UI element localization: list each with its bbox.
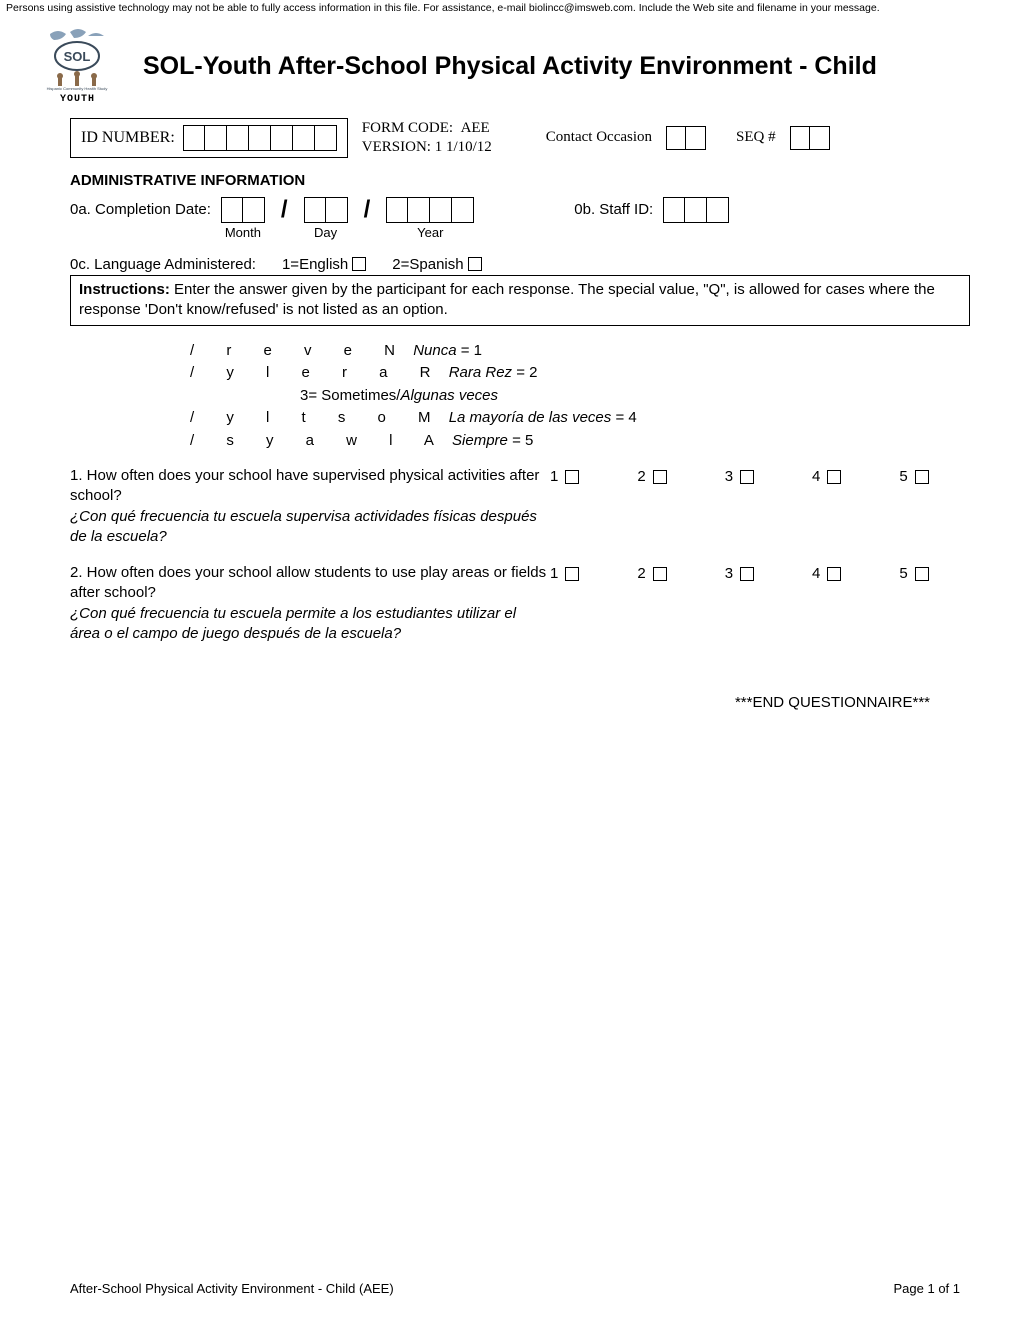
option-5[interactable]: 5 xyxy=(899,565,928,582)
end-questionnaire: ***END QUESTIONNAIRE*** xyxy=(70,694,970,711)
month-input[interactable]: Month xyxy=(221,197,265,240)
instructions-bold: Instructions: xyxy=(79,281,170,298)
year-label: Year xyxy=(417,225,443,240)
id-number-label: ID NUMBER: xyxy=(81,129,175,147)
admin-header: ADMINISTRATIVE INFORMATION xyxy=(70,172,970,189)
header: SOL Hispanic Community Health Study YOUT… xyxy=(30,26,990,106)
page-footer: After-School Physical Activity Environme… xyxy=(0,1281,1020,1296)
question-text: 1. How often does your school have super… xyxy=(70,466,550,547)
question-row: 1. How often does your school have super… xyxy=(70,466,970,547)
logo-caption: YOUTH xyxy=(30,94,125,105)
checkbox-icon xyxy=(740,567,754,581)
contact-occasion-input[interactable] xyxy=(666,126,706,150)
checkbox-icon xyxy=(740,470,754,484)
response-scale-legend: / r e v e N Nunca = 1 / y l e r a R Rara… xyxy=(190,340,970,453)
lang-spanish-option[interactable]: 2=Spanish xyxy=(392,256,481,273)
completion-date-label: 0a. Completion Date: xyxy=(70,197,211,218)
checkbox-icon xyxy=(653,470,667,484)
date-slash: / xyxy=(275,197,294,223)
option-4[interactable]: 4 xyxy=(812,468,841,485)
checkbox-icon xyxy=(653,567,667,581)
seq-input[interactable] xyxy=(790,126,830,150)
id-number-box: ID NUMBER: xyxy=(70,118,348,158)
option-1[interactable]: 1 xyxy=(550,565,579,582)
checkbox-icon xyxy=(827,470,841,484)
svg-text:SOL: SOL xyxy=(64,49,91,64)
questions-list: 1. How often does your school have super… xyxy=(70,466,970,644)
sol-youth-logo: SOL Hispanic Community Health Study YOUT… xyxy=(30,26,125,106)
formcode-block: FORM CODE: AEE VERSION: 1 1/10/12 xyxy=(362,119,492,158)
lang-english-option[interactable]: 1=English xyxy=(282,256,366,273)
staff-id-label: 0b. Staff ID: xyxy=(574,197,653,218)
option-5[interactable]: 5 xyxy=(899,468,928,485)
footer-left: After-School Physical Activity Environme… xyxy=(70,1281,394,1296)
day-input[interactable]: Day xyxy=(304,197,348,240)
year-input[interactable]: Year xyxy=(386,197,474,240)
checkbox-icon xyxy=(827,567,841,581)
option-3[interactable]: 3 xyxy=(725,565,754,582)
instructions-box: Instructions: Enter the answer given by … xyxy=(70,275,970,326)
question-text: 2. How often does your school allow stud… xyxy=(70,563,550,644)
date-slash: / xyxy=(358,197,377,223)
day-label: Day xyxy=(314,225,337,240)
checkbox-icon xyxy=(468,257,482,271)
option-2[interactable]: 2 xyxy=(637,565,666,582)
checkbox-icon xyxy=(352,257,366,271)
question-options: 1 2 3 4 5 xyxy=(550,466,929,485)
contact-occasion-label: Contact Occasion xyxy=(546,128,652,148)
checkbox-icon xyxy=(915,470,929,484)
month-label: Month xyxy=(225,225,261,240)
seq-label: SEQ # xyxy=(736,128,776,148)
checkbox-icon xyxy=(565,567,579,581)
instructions-text: Enter the answer given by the participan… xyxy=(79,281,935,318)
checkbox-icon xyxy=(565,470,579,484)
checkbox-icon xyxy=(915,567,929,581)
footer-right: Page 1 of 1 xyxy=(894,1281,961,1296)
staff-id-input[interactable] xyxy=(663,197,729,223)
id-number-input[interactable] xyxy=(183,125,337,151)
option-1[interactable]: 1 xyxy=(550,468,579,485)
option-4[interactable]: 4 xyxy=(812,565,841,582)
question-options: 1 2 3 4 5 xyxy=(550,563,929,582)
question-row: 2. How often does your school allow stud… xyxy=(70,563,970,644)
accessibility-note: Persons using assistive technology may n… xyxy=(0,0,1020,16)
language-label: 0c. Language Administered: xyxy=(70,256,256,273)
option-2[interactable]: 2 xyxy=(637,468,666,485)
svg-text:Hispanic Community Health Stud: Hispanic Community Health Study xyxy=(47,86,108,91)
page-title: SOL-Youth After-School Physical Activity… xyxy=(143,52,877,81)
meta-row: ID NUMBER: FORM CODE: AEE VERSION: 1 1/1… xyxy=(70,118,970,158)
option-3[interactable]: 3 xyxy=(725,468,754,485)
